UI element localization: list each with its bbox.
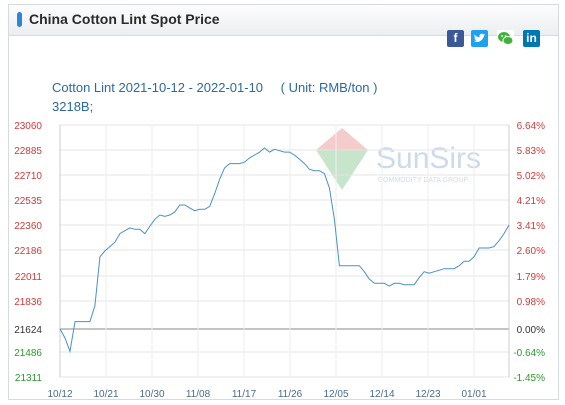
chart-title: Cotton Lint 2021-10-12 - 2022-01-10 [52, 80, 264, 95]
x-tick-label: 11/08 [186, 389, 211, 400]
chart-unit: ( Unit: RMB/ton ) [280, 80, 378, 95]
price-series-line [59, 147, 510, 354]
y-left-tick-label: 21486 [14, 348, 42, 359]
y-left-tick-label: 22535 [14, 196, 42, 207]
y-right-tick-label: 4.21% [517, 196, 545, 207]
chart-panel: China Cotton Lint Spot Price [8, 4, 559, 400]
y-right-tick-label: -1.45% [513, 373, 545, 384]
x-tick-label: 12/23 [415, 389, 440, 400]
watermark-tagline: COMMODITY DATA GROUP [378, 177, 469, 184]
y-right-tick-label: 0.00% [517, 325, 545, 336]
linkedin-icon[interactable]: in [523, 30, 540, 47]
x-tick-label: 10/12 [47, 389, 72, 400]
x-tick-label: 12/14 [369, 389, 394, 400]
y-left-tick-label: 22011 [15, 272, 43, 283]
y-right-tick-label: 2.60% [517, 246, 545, 257]
panel-header: China Cotton Lint Spot Price [9, 5, 558, 36]
page-title: China Cotton Lint Spot Price [29, 11, 220, 27]
y-right-tick-label: -0.64% [513, 348, 545, 359]
y-right-tick-label: 6.64% [517, 121, 545, 132]
sunsirs-watermark: SunSirs COMMODITY DATA GROUP [316, 128, 481, 190]
x-tick-label: 10/30 [139, 389, 164, 400]
y-right-tick-label: 1.79% [517, 272, 545, 283]
y-right-tick-label: 3.41% [517, 221, 545, 232]
y-left-tick-label: 23060 [14, 121, 42, 132]
y-left-tick-label: 22360 [14, 221, 42, 232]
x-tick-label: 10/21 [93, 389, 118, 400]
chart-title-line: Cotton Lint 2021-10-12 - 2022-01-10 ( Un… [52, 80, 391, 95]
watermark-logo-base-icon [316, 150, 368, 190]
y-left-tick-label: 21624 [14, 325, 42, 336]
y-left-tick-label: 22885 [14, 146, 42, 157]
y-right-tick-label: 5.02% [517, 171, 545, 182]
facebook-icon[interactable]: f [447, 30, 464, 47]
y-right-tick-label: 0.98% [517, 297, 545, 308]
y-right-tick-label: 5.83% [517, 146, 545, 157]
watermark-brand: SunSirs [376, 142, 481, 175]
y-left-tick-label: 21836 [14, 297, 42, 308]
x-tick-label: 01/01 [461, 389, 486, 400]
header-pill-icon [17, 12, 22, 27]
series-code: 3218B; [52, 99, 94, 114]
y-left-tick-label: 22710 [14, 171, 42, 182]
x-tick-label: 11/26 [278, 389, 303, 400]
twitter-icon[interactable] [471, 30, 488, 47]
y-left-tick-label: 21311 [15, 373, 43, 384]
y-left-tick-label: 22186 [14, 246, 42, 257]
x-tick-label: 11/17 [232, 389, 257, 400]
wechat-icon[interactable] [497, 30, 514, 47]
x-tick-label: 12/05 [323, 389, 348, 400]
